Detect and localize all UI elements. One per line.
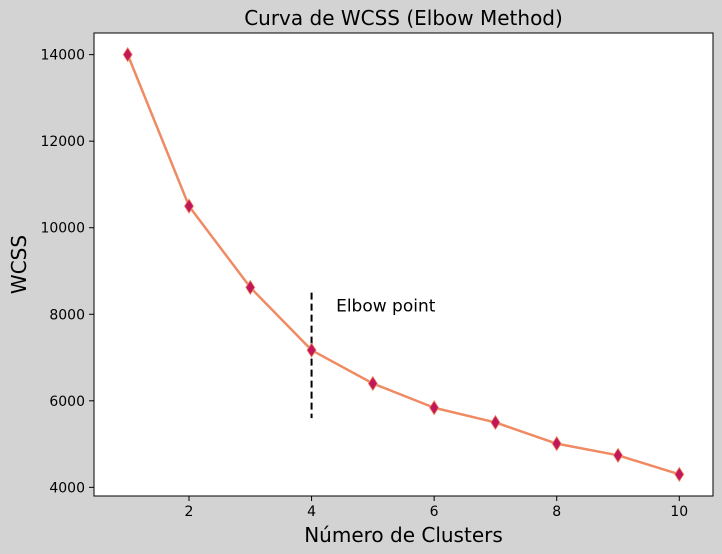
annotation-label: Elbow point [336,297,436,317]
chart-title: Curva de WCSS (Elbow Method) [244,6,563,30]
data-point [490,414,501,431]
plot-area [94,33,713,496]
y-tick-label: 6000 [49,394,85,410]
x-tick-label: 6 [430,504,439,520]
data-point [613,447,623,464]
y-tick-label: 4000 [49,480,85,496]
y-tick-label: 10000 [40,221,85,237]
y-axis-label: WCSS [7,235,31,294]
data-point [184,198,194,214]
plot-frame [93,32,714,497]
y-tick-label: 8000 [49,307,85,323]
data-point [122,46,133,63]
series-line [126,53,681,476]
data-point [367,375,378,392]
y-tick-label: 12000 [40,134,85,150]
x-tick-label: 4 [307,504,316,520]
data-point [429,399,440,416]
x-axis-label: Número de Clusters [304,523,503,547]
chart-marks: 2 4 6 8 10 4000 6000 8000 10000 12000 14000 [40,46,688,520]
data-point [674,466,685,483]
y-tick-label: 14000 [40,48,85,64]
data-point [245,279,256,296]
data-point [306,342,317,358]
x-tick-label: 2 [185,504,194,520]
x-tick-label: 8 [552,504,561,520]
x-tick-label: 10 [670,504,688,520]
data-point [551,435,562,452]
